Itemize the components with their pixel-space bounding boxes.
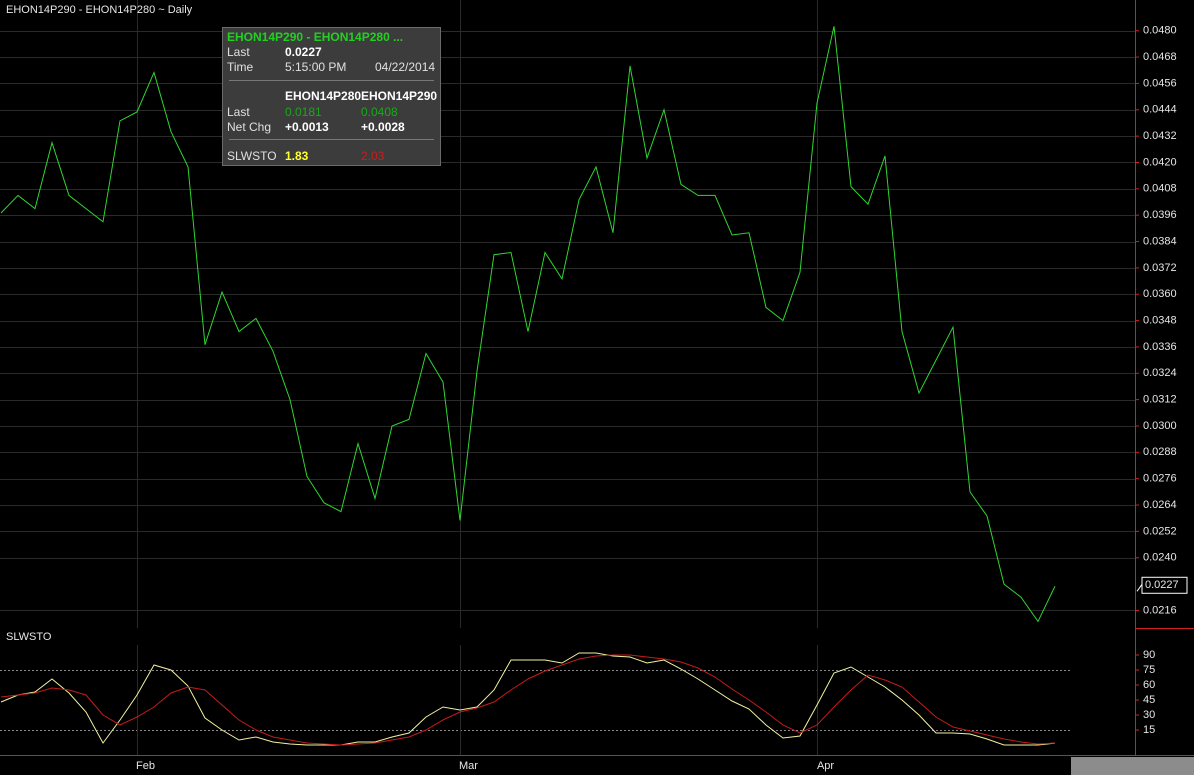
value: 0.0227 <box>285 45 322 59</box>
value: 0.0181 <box>285 105 322 119</box>
label: Time <box>227 60 254 74</box>
y-tick-label: 0.0360 <box>1143 288 1177 300</box>
scrollbar[interactable] <box>1071 757 1194 775</box>
value: +0.0028 <box>361 120 405 134</box>
label: Net Chg <box>227 120 272 134</box>
y-tick-label: 0.0456 <box>1143 77 1177 89</box>
y-tick-label: 75 <box>1143 664 1155 676</box>
separator <box>229 80 434 81</box>
header: EHON14P290 <box>361 89 438 103</box>
y-tick-label: 0.0312 <box>1143 394 1177 406</box>
line <box>0 654 1056 746</box>
line <box>0 26 1056 623</box>
x-tick-label: Apr <box>817 760 834 772</box>
value: +0.0013 <box>285 120 329 134</box>
label: Last <box>227 45 250 59</box>
y-tick-label: 0.0276 <box>1143 473 1177 485</box>
last-price-box <box>1141 576 1188 594</box>
y-tick-label: 0.0288 <box>1143 446 1177 458</box>
indicator-title: SLWSTO <box>6 631 52 643</box>
y-tick-label: 0.0348 <box>1143 314 1177 326</box>
marks <box>0 26 1056 746</box>
y-tick-label: 90 <box>1143 649 1155 661</box>
y-tick-label: 15 <box>1143 724 1155 736</box>
y-tick-label: 0.0264 <box>1143 499 1177 511</box>
y-tick-label: 0.0468 <box>1143 51 1177 63</box>
y-tick-label: 0.0408 <box>1143 183 1177 195</box>
last-price-label: 0.0227 <box>1145 579 1179 591</box>
x-tick-label: Feb <box>136 760 155 772</box>
y-tick-label: 0.0300 <box>1143 420 1177 432</box>
value: 1.83 <box>285 149 309 163</box>
y-tick-label: 0.0240 <box>1143 552 1177 564</box>
y-tick-label: 0.0252 <box>1143 525 1177 537</box>
label: SLWSTO <box>227 149 277 163</box>
header: EHON14P280 <box>285 89 362 103</box>
tooltip: EHON14P290 - EHON14P280 ... Last 0.0227 … <box>222 27 441 166</box>
y-tick-label: 0.0216 <box>1143 604 1177 616</box>
separator <box>229 139 434 140</box>
x-tick-label: Mar <box>459 760 478 772</box>
value: 04/22/2014 <box>375 60 436 74</box>
value: 0.0408 <box>361 105 398 119</box>
y-tick-label: 30 <box>1143 709 1155 721</box>
y-tick-label: 0.0444 <box>1143 104 1177 116</box>
y-tick-label: 0.0396 <box>1143 209 1177 221</box>
y-tick-label: 0.0384 <box>1143 235 1177 247</box>
label: Last <box>227 105 250 119</box>
y-tick-label: 0.0372 <box>1143 262 1177 274</box>
y-tick-label: 0.0324 <box>1143 367 1177 379</box>
grid <box>0 0 1135 755</box>
value: 5:15:00 PM <box>285 60 347 74</box>
chart-title: EHON14P290 - EHON14P280 ~ Daily <box>6 4 193 16</box>
y-tick-label: 60 <box>1143 679 1155 691</box>
y-tick-label: 0.0480 <box>1143 25 1177 37</box>
y-tick-label: 0.0336 <box>1143 341 1177 353</box>
line <box>0 652 1056 746</box>
tooltip-title: EHON14P290 - EHON14P280 ... <box>227 30 404 44</box>
y-tick-label: 45 <box>1143 694 1155 706</box>
price-pointer <box>1136 583 1143 592</box>
value: 2.03 <box>361 149 385 163</box>
y-tick-label: 0.0432 <box>1143 130 1177 142</box>
y-tick-label: 0.0420 <box>1143 156 1177 168</box>
